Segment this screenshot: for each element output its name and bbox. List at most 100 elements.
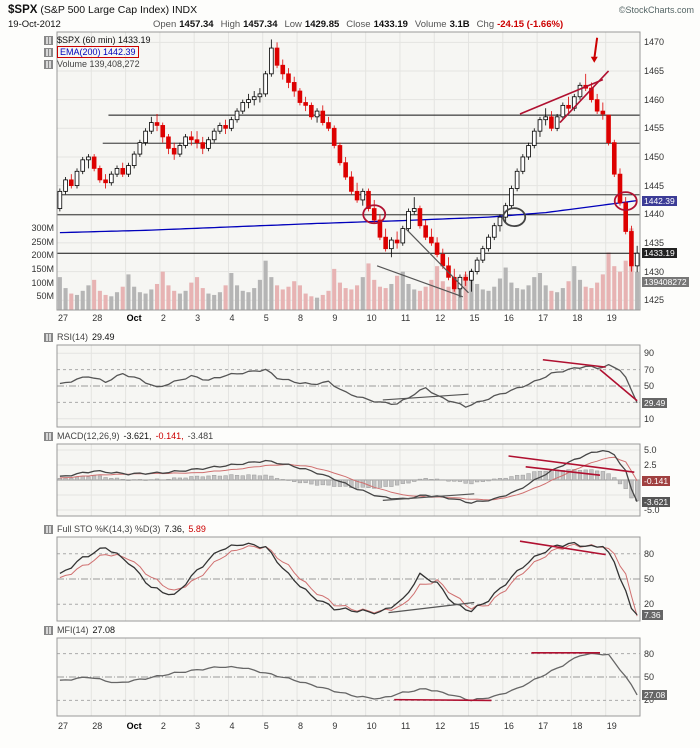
volume-bar (103, 294, 108, 310)
volume-bar (577, 279, 583, 310)
macd-histogram-bar (423, 477, 428, 481)
volume-bar (309, 296, 314, 310)
macd-histogram-bar (309, 479, 314, 485)
volume-bar (372, 279, 377, 310)
volume-bar (137, 292, 142, 310)
trendline-annotation (599, 368, 638, 402)
volume-bar (332, 268, 337, 310)
sto-label: Full STO %K(14,3) %D(3) (57, 524, 161, 534)
volume-bar (200, 288, 205, 310)
macd-histogram-bar (314, 479, 320, 486)
candle (223, 125, 228, 129)
volume-bar (109, 296, 114, 310)
volume-bar (600, 274, 605, 310)
volume-bar (252, 288, 257, 310)
candle (371, 208, 377, 221)
candle (108, 173, 114, 184)
macd-histogram-bar (103, 477, 108, 481)
candle (474, 259, 480, 272)
quote-value: 1433.19 (373, 19, 408, 30)
macd-histogram-bar (326, 479, 331, 486)
volume-bar (120, 286, 125, 310)
candle (389, 239, 394, 250)
ema200-line (59, 199, 638, 234)
volume-bar (177, 293, 182, 310)
candle (246, 99, 251, 103)
candle (480, 248, 486, 261)
macd-histogram-bar (109, 478, 114, 481)
quote-label: Low (284, 19, 302, 30)
candle (491, 225, 497, 238)
candle (331, 127, 337, 146)
macd-histogram-bar (320, 479, 325, 486)
volume-bar (635, 271, 640, 310)
candle (211, 130, 217, 141)
indicator-icon (44, 332, 53, 342)
red-circle-annotation (613, 191, 638, 211)
candle (103, 179, 108, 184)
trendline-annotation (519, 540, 606, 556)
candle (469, 271, 474, 281)
macd-histogram-bar (183, 477, 188, 481)
indicator-icon (44, 524, 53, 534)
candle (200, 142, 206, 149)
candle (526, 145, 531, 158)
candle (74, 170, 80, 187)
macd-histogram-bar (200, 476, 205, 481)
candle (86, 156, 91, 161)
volume-bar (560, 288, 565, 310)
macd-histogram-bar (234, 475, 240, 481)
candle (234, 110, 240, 121)
down-arrow-head-icon (590, 56, 598, 63)
volume-bar (623, 260, 628, 310)
volume-bar (303, 293, 308, 310)
volume-bar (274, 285, 280, 310)
volume-bar (57, 277, 62, 310)
macd-histogram-bar (63, 477, 68, 481)
volume-bar (509, 282, 514, 310)
quote-value: -24.15 (-1.66%) (497, 19, 564, 30)
volume-bar (320, 294, 325, 310)
volume-bar (269, 277, 274, 310)
volume-bar (217, 292, 222, 310)
volume-bar (452, 288, 457, 310)
macd-histogram-bar (509, 476, 514, 481)
macd-histogram-bar (457, 479, 463, 482)
macd-histogram-bar (92, 475, 97, 481)
macd-histogram-bar (143, 479, 148, 481)
chart-date: 19-Oct-2012 (8, 19, 61, 30)
candle (114, 168, 120, 175)
macd-histogram-bar (86, 476, 91, 481)
candle (269, 47, 274, 75)
macd-histogram-bar (394, 479, 400, 486)
candle (326, 122, 331, 129)
volume-bar (583, 286, 588, 310)
trendline-annotation (525, 466, 601, 476)
trendline-annotation (388, 601, 475, 614)
volume-bar (343, 288, 348, 310)
candle (520, 156, 526, 172)
volume-bar (377, 286, 382, 310)
macd-histogram-bar (349, 479, 354, 488)
macd-histogram-bar (292, 479, 297, 482)
macd-histogram-bar (520, 474, 525, 481)
volume-bar (80, 290, 85, 310)
candle (349, 176, 354, 192)
macd-histogram-bar (446, 479, 451, 482)
ema-legend: EMA(200) 1442.39 (57, 46, 139, 58)
volume-bar (206, 293, 211, 310)
macd-histogram-bar (372, 479, 377, 489)
macd-histogram-bar (189, 476, 194, 481)
macd-histogram-bar (515, 475, 520, 481)
macd-histogram-bar (434, 478, 440, 481)
candle (280, 64, 286, 75)
candle (320, 110, 326, 123)
candle (394, 239, 400, 244)
candle (400, 228, 406, 244)
candle (177, 145, 183, 155)
macd-histogram-bar (600, 471, 605, 481)
macd-histogram-bar (452, 479, 457, 482)
quote-value: 3.1B (449, 19, 470, 30)
volume-bar (549, 290, 554, 310)
